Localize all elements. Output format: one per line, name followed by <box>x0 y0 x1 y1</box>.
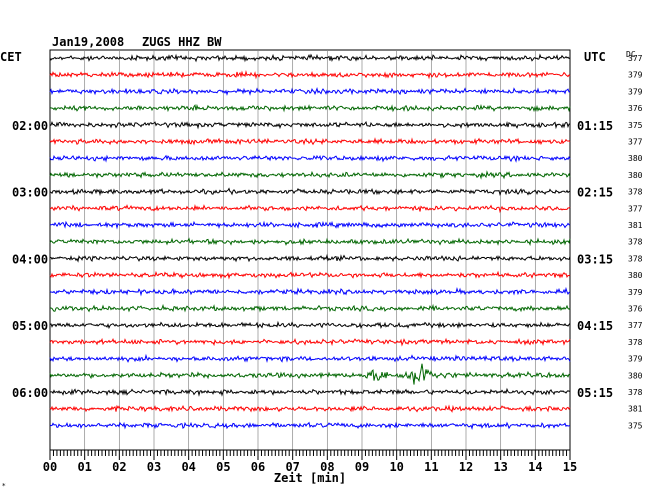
dc-offset-value: 380 <box>628 171 643 180</box>
trace-3 <box>50 103 571 113</box>
x-tick-label: 03 <box>147 460 161 474</box>
right-hour-label: 01:15 <box>577 119 613 133</box>
x-tick-label: 12 <box>459 460 473 474</box>
dc-offset-value: 380 <box>628 371 643 380</box>
dc-offset-value: 377 <box>628 54 643 63</box>
trace-10 <box>49 220 571 230</box>
dc-offset-value: 376 <box>628 305 643 314</box>
x-tick-label: 15 <box>563 460 577 474</box>
left-timezone-label: CET <box>0 50 22 64</box>
dc-offset-value: 378 <box>628 238 643 247</box>
recording-date: Jan19,2008 <box>52 35 124 49</box>
dc-offset-value: 381 <box>628 221 643 230</box>
trace-13 <box>49 270 571 280</box>
seismic-traces <box>49 53 571 431</box>
trace-12 <box>49 253 571 263</box>
dc-offset-value: 378 <box>628 338 643 347</box>
dc-offset-value: 379 <box>628 355 643 364</box>
x-axis-label: Zeit [min] <box>274 471 346 485</box>
trace-5 <box>49 137 571 146</box>
dc-offset-value: 375 <box>628 421 643 430</box>
trace-0 <box>49 53 571 63</box>
left-hour-label: 06:00 <box>12 386 48 400</box>
dc-offset-value: 379 <box>628 71 643 80</box>
right-hour-labels: 01:15 02:15 03:15 04:15 05:15 <box>577 119 613 400</box>
x-tick-label: 10 <box>389 460 403 474</box>
dc-offset-value: 376 <box>628 104 643 113</box>
x-tick-label: 00 <box>43 460 57 474</box>
x-tick-label: 08 <box>320 460 334 474</box>
trace-20 <box>49 387 571 397</box>
right-hour-label: 05:15 <box>577 386 613 400</box>
corner-mark: * <box>2 482 6 490</box>
x-tick-label: 11 <box>424 460 438 474</box>
left-hour-label: 05:00 <box>12 319 48 333</box>
x-tick-label: 07 <box>285 460 299 474</box>
x-tick-label: 13 <box>493 460 507 474</box>
right-hour-label: 03:15 <box>577 252 613 266</box>
trace-1 <box>49 69 571 80</box>
dc-offset-value: 375 <box>628 121 643 130</box>
dc-offset-value: 377 <box>628 204 643 213</box>
trace-7 <box>49 170 571 180</box>
x-tick-label: 06 <box>251 460 265 474</box>
left-hour-label: 03:00 <box>12 186 48 200</box>
x-tick-label: 05 <box>216 460 230 474</box>
left-hour-labels: 02:00 03:00 04:00 05:00 06:00 <box>12 119 48 400</box>
right-hour-label: 04:15 <box>577 319 613 333</box>
dc-offset-value: 378 <box>628 254 643 263</box>
dc-offset-value: 378 <box>628 188 643 197</box>
x-tick-label: 01 <box>77 460 91 474</box>
trace-6 <box>49 154 571 163</box>
dc-offset-value: 379 <box>628 288 643 297</box>
dc-offset-value: 379 <box>628 87 643 96</box>
dc-offset-value: 378 <box>628 388 643 397</box>
minute-gridlines <box>84 50 536 450</box>
right-hour-label: 02:15 <box>577 186 613 200</box>
trace-18 <box>49 353 571 363</box>
dc-offset-value: 381 <box>628 405 643 414</box>
trace-2 <box>49 86 571 96</box>
left-hour-label: 02:00 <box>12 119 48 133</box>
x-tick-label: 09 <box>355 460 369 474</box>
trace-9 <box>49 204 571 214</box>
station-name: ZUGS HHZ BW <box>142 35 222 49</box>
left-hour-label: 04:00 <box>12 252 48 266</box>
trace-14 <box>49 286 571 297</box>
dc-offset-value: 380 <box>628 154 643 163</box>
trace-22 <box>49 421 571 431</box>
right-timezone-label: UTC <box>584 50 606 64</box>
x-tick-label: 04 <box>181 460 195 474</box>
trace-19 <box>49 363 571 385</box>
dc-label: DC <box>626 50 636 59</box>
trace-8 <box>49 187 571 197</box>
trace-21 <box>49 404 571 413</box>
trace-11 <box>49 237 571 247</box>
trace-4 <box>49 121 571 130</box>
x-tick-label: 02 <box>112 460 126 474</box>
dc-offset-values: 377 379 379 376 375 377 380 380 378 377 381 378 378 3… <box>628 54 643 430</box>
trace-17 <box>49 337 571 347</box>
dc-offset-value: 377 <box>628 321 643 330</box>
trace-16 <box>49 320 571 330</box>
dc-offset-value: 377 <box>628 138 643 147</box>
x-tick-label: 14 <box>528 460 542 474</box>
trace-15 <box>50 303 571 313</box>
x-axis: 00 01 02 03 04 05 06 07 08 09 10 11 12 13 14 15 <box>43 449 577 474</box>
dc-offset-value: 380 <box>628 271 643 280</box>
